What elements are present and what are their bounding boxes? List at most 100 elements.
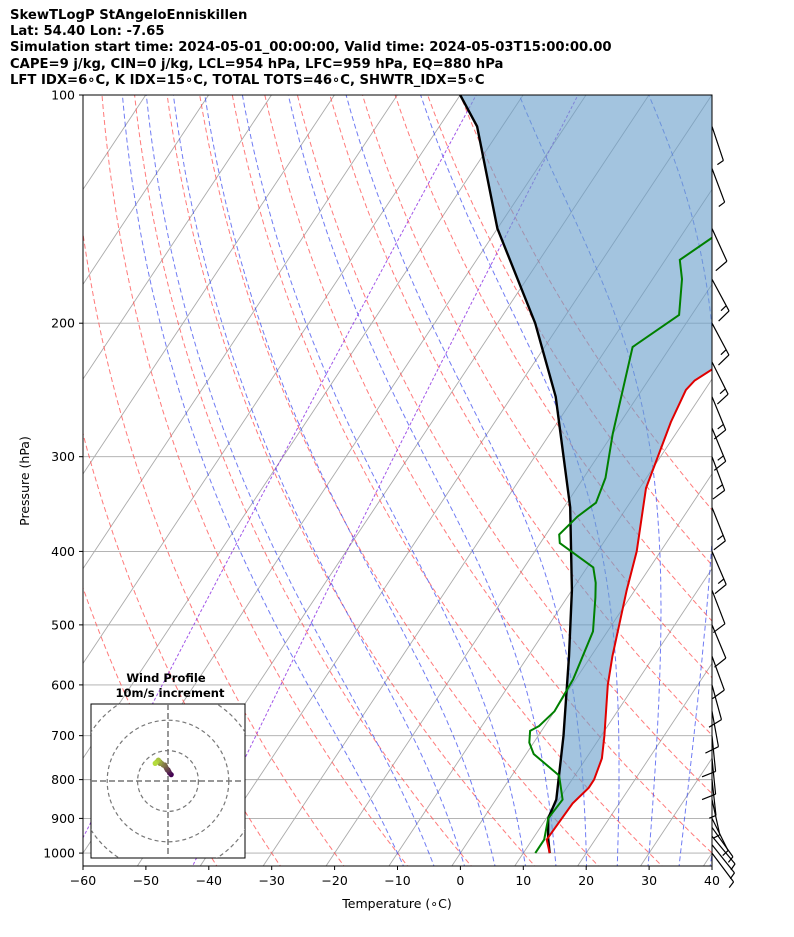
isotherm-line [83, 95, 273, 380]
wind-barb [701, 735, 717, 778]
hodograph-plot [91, 704, 245, 858]
hodograph-subtitle: 10m/s increment [116, 686, 225, 700]
x-axis-label: Temperature (∘C) [341, 896, 451, 911]
dry-adiabat [83, 230, 345, 866]
barb-full [718, 310, 730, 322]
isotherm-line [83, 95, 524, 760]
moist-adiabat [287, 95, 557, 866]
x-tick-label: −10 [384, 873, 410, 888]
chart-title-line: SkewTLogP StAngeloEnniskillen [10, 8, 248, 23]
barb-full [714, 657, 727, 668]
barb-shaft [711, 799, 721, 835]
moist-adiabat [145, 95, 435, 866]
wind-barbs [701, 126, 736, 889]
dry-adiabat [101, 95, 409, 866]
x-tick-label: −20 [321, 873, 347, 888]
wind-barb [711, 656, 725, 700]
x-tick-label: −60 [70, 873, 96, 888]
x-tick-label: −40 [196, 873, 222, 888]
barb-shaft [711, 684, 723, 720]
axes: −60 −50 −40 −30 −20 −10 0 10 20 30 40 1000 900 800 700… [43, 88, 720, 889]
barb-full [716, 393, 729, 405]
y-tick-label: 600 [51, 677, 75, 692]
dry-adiabat [231, 95, 663, 866]
wind-barb [711, 624, 727, 668]
index-line: LFT IDX=6∘C, K IDX=15∘C, TOTAL TOTS=46∘C… [10, 72, 485, 88]
isotherm-line [83, 95, 461, 665]
dry-adiabat [83, 431, 282, 866]
barb-half [729, 872, 735, 880]
hodograph-title: Wind Profile [126, 671, 206, 685]
wind-barb [711, 799, 721, 839]
moist-adiabat [648, 95, 712, 866]
barb-shaft [711, 711, 720, 747]
barb-shaft [711, 758, 717, 795]
barb-half [730, 863, 736, 871]
barb-full [708, 719, 722, 728]
barb-full [701, 770, 716, 778]
wind-barb [711, 818, 729, 856]
moist-adiabat [172, 95, 466, 866]
barb-shaft [711, 844, 735, 874]
barb-full [714, 584, 727, 595]
barb-shaft [711, 589, 726, 625]
x-tick-label: −50 [133, 873, 159, 888]
barb-shaft [711, 126, 724, 161]
y-tick-label: 300 [51, 449, 75, 464]
wind-barb [711, 589, 726, 634]
moist-adiabat [121, 95, 404, 866]
barb-full [713, 460, 727, 471]
moist-adiabat [709, 849, 712, 866]
x-tick-label: 20 [578, 873, 594, 888]
barb-full [713, 429, 727, 440]
barb-half [709, 814, 717, 819]
x-tick-label: 10 [515, 873, 531, 888]
wind-barb [711, 427, 727, 471]
barb-half [718, 201, 725, 207]
barb-half [717, 423, 724, 430]
wind-barb [709, 779, 717, 819]
barb-full [712, 489, 725, 500]
dewpoint-line [528, 236, 712, 854]
wind-barb [711, 852, 735, 889]
cape-line: CAPE=9 j/kg, CIN=0 j/kg, LCL=954 hPa, LF… [10, 56, 504, 72]
barb-full [715, 260, 728, 272]
y-axis-label: Pressure (hPa) [17, 436, 32, 526]
barb-shaft [711, 779, 717, 816]
dry-adiabat [264, 95, 712, 854]
wind-barb [705, 711, 720, 754]
wind-barb [711, 827, 734, 863]
barb-half [713, 834, 721, 839]
y-tick-label: 200 [51, 316, 75, 331]
wind-barb [711, 126, 724, 166]
barb-shaft [711, 656, 725, 691]
x-tick-label: −30 [259, 873, 285, 888]
wind-barb [711, 396, 727, 440]
dry-adiabat [83, 586, 218, 866]
wind-barb [711, 361, 729, 405]
y-tick-label: 800 [51, 772, 75, 787]
barb-half [717, 455, 724, 461]
barb-shaft [711, 624, 727, 659]
x-tick-label: 30 [641, 873, 657, 888]
barb-shaft [711, 735, 717, 772]
barb-shaft [711, 827, 734, 858]
wind-barb [711, 278, 730, 322]
y-tick-label: 700 [51, 728, 75, 743]
cape-shading [460, 95, 712, 854]
barb-full [712, 623, 726, 634]
isotherm-line [83, 95, 210, 286]
dry-adiabat [166, 95, 536, 866]
location-line: Lat: 54.40 Lon: -7.65 [10, 24, 165, 40]
barb-half [727, 856, 734, 863]
moist-adiabat [420, 95, 620, 866]
y-tick-label: 900 [51, 811, 75, 826]
hodograph-point [152, 760, 158, 767]
barb-full [701, 793, 716, 801]
wind-barb [711, 456, 726, 500]
profile-lines [459, 95, 712, 854]
wind-barb [711, 844, 735, 880]
y-tick-label: 100 [51, 88, 75, 103]
moist-adiabat [241, 95, 526, 866]
